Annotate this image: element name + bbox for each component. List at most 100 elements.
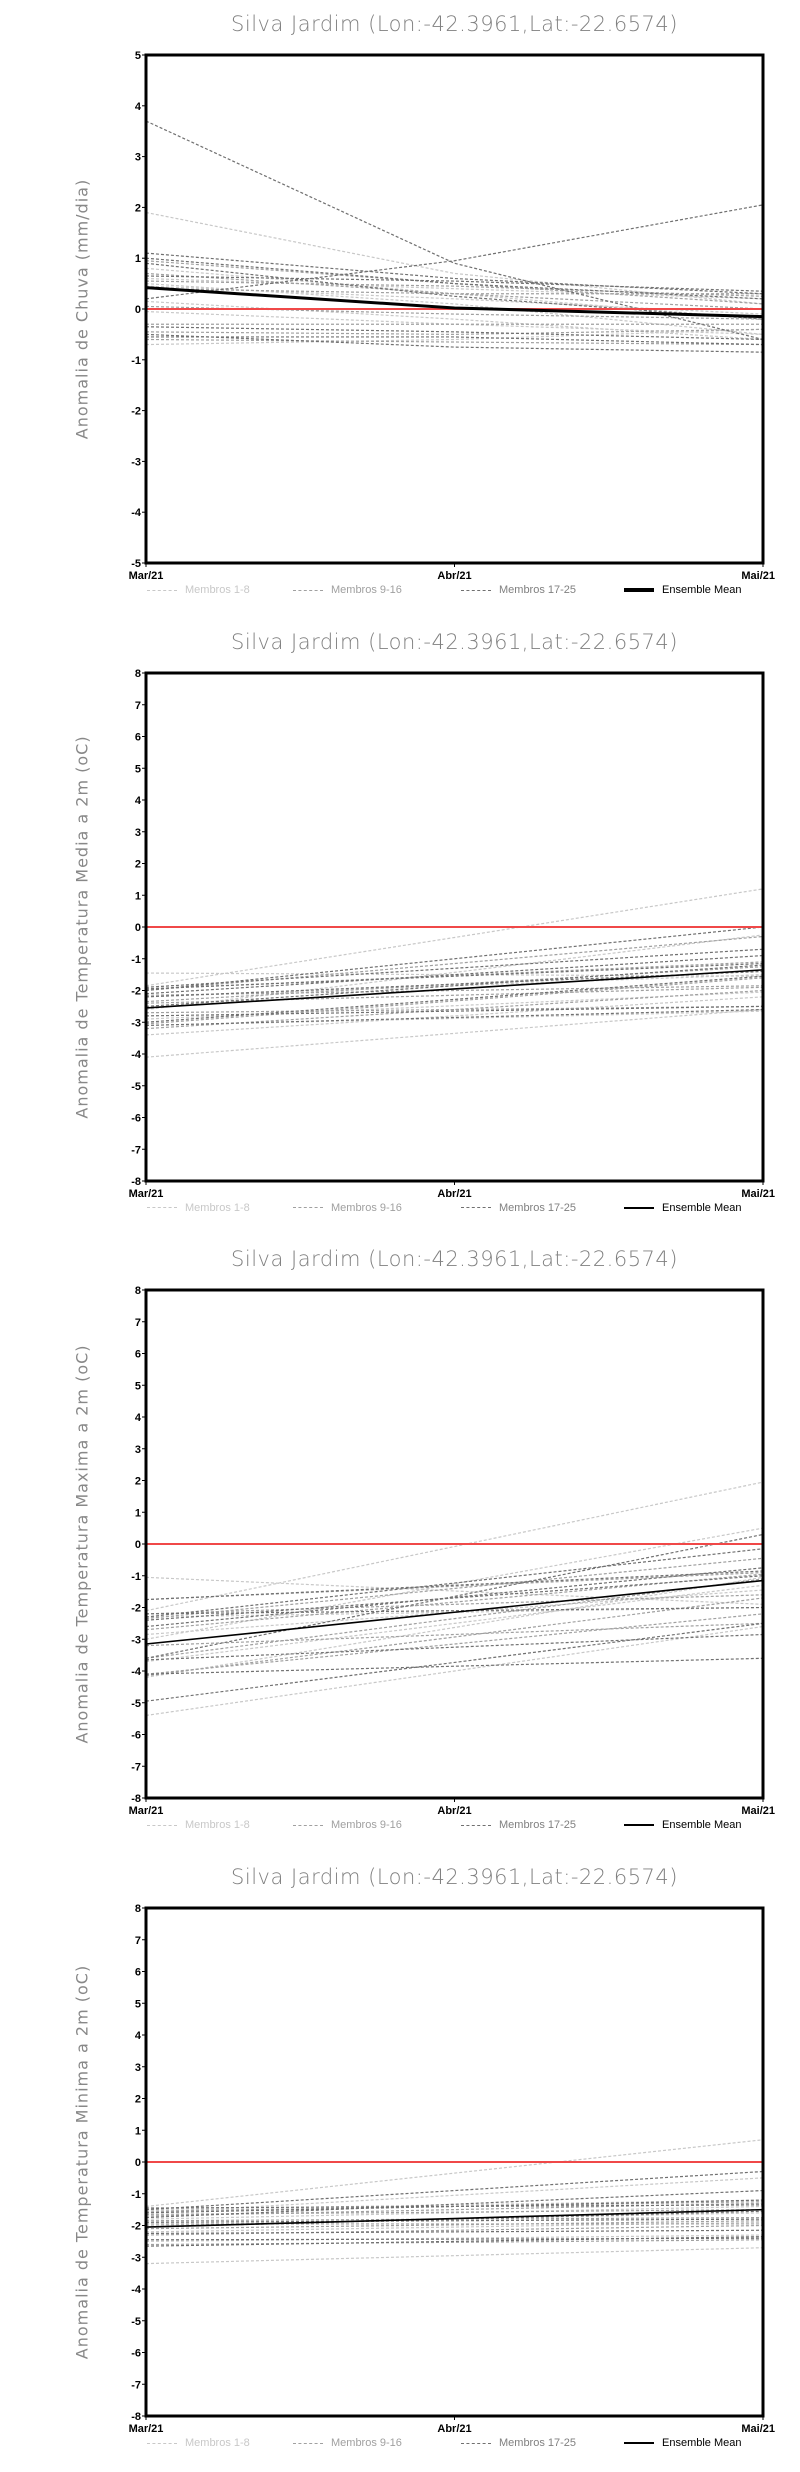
x-tick-label: Abr/21 bbox=[437, 1188, 471, 1200]
member-line-1 bbox=[145, 1481, 764, 1612]
member-line-16 bbox=[145, 989, 764, 1029]
y-tick-label: 5 bbox=[135, 1381, 141, 1393]
legend-members-9-16: Membros 9-16 bbox=[293, 1819, 402, 1831]
y-tick-label: 5 bbox=[135, 763, 141, 775]
legend-swatch bbox=[624, 588, 654, 592]
member-line-18 bbox=[145, 948, 764, 988]
member-line-20 bbox=[145, 1005, 764, 1017]
x-tick-label: Mai/21 bbox=[741, 1805, 775, 1817]
legend: Membros 1-8 Membros 9-16 Membros 17-25 E… bbox=[0, 2437, 800, 2453]
chart-title: Silva Jardim (Lon:-42.3961,Lat:-22.6574) bbox=[231, 1865, 678, 1890]
plot-area: -8 -7 -6 -5 -4 -3 -2 -1 0 1 2 3 4 5 6 7 8 Mar/21 Abr/21 Mai… bbox=[129, 1903, 775, 2435]
legend-swatch bbox=[461, 2442, 491, 2444]
legend-members-17-25: Membros 17-25 bbox=[461, 584, 576, 596]
member-line-15 bbox=[145, 984, 764, 996]
legend-members-1-8: Membros 1-8 bbox=[147, 2437, 250, 2449]
y-tick-label: -7 bbox=[131, 1762, 141, 1774]
member-line-8 bbox=[145, 1585, 764, 1663]
member-line-23 bbox=[145, 333, 764, 353]
legend-ensemble-mean: Ensemble Mean bbox=[624, 2437, 742, 2449]
x-tick-label: Mar/21 bbox=[129, 2423, 164, 2435]
y-tick-label: -5 bbox=[131, 2316, 141, 2328]
legend-swatch bbox=[293, 589, 323, 591]
plot-area: -8 -7 -6 -5 -4 -3 -2 -1 0 1 2 3 4 5 6 7 8 Mar/21 Abr/21 Mai… bbox=[129, 668, 775, 1200]
legend-label: Membros 9-16 bbox=[331, 1201, 402, 1214]
member-line-7 bbox=[145, 2199, 764, 2211]
member-line-6 bbox=[145, 1589, 764, 1636]
chart-panel-0: -5 -4 -3 -2 -1 0 1 2 3 4 5 Mar/21 Abr/21 Mai/21 Silva … bbox=[0, 0, 800, 618]
legend-members-1-8: Membros 1-8 bbox=[147, 584, 250, 596]
y-tick-label: -1 bbox=[131, 2189, 141, 2201]
member-line-22 bbox=[145, 970, 764, 998]
legend-swatch bbox=[624, 1206, 654, 1209]
legend-label: Membros 17-25 bbox=[499, 2437, 577, 2450]
legend-swatch bbox=[461, 589, 491, 591]
y-axis-label: Anomalia de Chuva (mm/dia) bbox=[72, 178, 92, 440]
member-line-2 bbox=[145, 2247, 764, 2265]
legend-members-9-16: Membros 9-16 bbox=[293, 1202, 402, 1214]
x-tick-label: Abr/21 bbox=[437, 570, 471, 582]
legend-members-1-8: Membros 1-8 bbox=[147, 1202, 250, 1214]
y-axis-label: Anomalia de Temperatura Minima a 2m (oC) bbox=[72, 1964, 92, 2360]
member-line-7 bbox=[145, 277, 764, 300]
y-tick-label: -2 bbox=[131, 985, 141, 997]
member-line-11 bbox=[145, 2201, 764, 2212]
legend-label: Membros 17-25 bbox=[499, 1201, 577, 1214]
member-line-21 bbox=[145, 1567, 764, 1628]
y-tick-label: 2 bbox=[135, 1476, 141, 1488]
member-line-2 bbox=[145, 1008, 764, 1058]
y-tick-label: 7 bbox=[135, 1317, 141, 1329]
legend-swatch bbox=[147, 1824, 177, 1826]
member-line-10 bbox=[145, 1613, 764, 1676]
y-tick-label: -5 bbox=[131, 1080, 141, 1092]
legend-swatch bbox=[293, 1824, 323, 1826]
y-tick-label: -6 bbox=[131, 1730, 141, 1742]
member-line-16 bbox=[145, 338, 764, 346]
y-tick-label: -3 bbox=[131, 1635, 141, 1647]
y-tick-label: 0 bbox=[135, 304, 141, 316]
legend-swatch bbox=[293, 2442, 323, 2444]
y-tick-label: -2 bbox=[131, 1603, 141, 1615]
y-tick-label: 3 bbox=[135, 2062, 141, 2074]
y-tick-label: -3 bbox=[131, 1017, 141, 1029]
y-tick-label: 8 bbox=[135, 668, 141, 680]
x-tick-label: Mai/21 bbox=[741, 2423, 775, 2435]
legend: Membros 1-8 Membros 9-16 Membros 17-25 E… bbox=[0, 1819, 800, 1835]
y-tick-label: -6 bbox=[131, 2348, 141, 2360]
member-line-4 bbox=[145, 934, 764, 1010]
member-line-20 bbox=[145, 1623, 764, 1703]
x-tick-label: Mar/21 bbox=[129, 570, 164, 582]
y-tick-label: -1 bbox=[131, 1571, 141, 1583]
y-tick-label: 6 bbox=[135, 1349, 141, 1361]
y-tick-label: -7 bbox=[131, 2379, 141, 2391]
member-line-15 bbox=[145, 1623, 764, 1647]
y-axis-label: Anomalia de Temperatura Media a 2m (oC) bbox=[72, 735, 92, 1119]
legend-label: Ensemble Mean bbox=[662, 2437, 742, 2450]
ensemble-mean-line bbox=[145, 2208, 764, 2228]
member-line-19 bbox=[145, 2236, 764, 2247]
legend-swatch bbox=[147, 2442, 177, 2444]
member-line-14 bbox=[145, 1594, 764, 1615]
legend-swatch bbox=[624, 2442, 654, 2445]
ensemble-mean-line bbox=[145, 968, 764, 1009]
member-line-13 bbox=[145, 1578, 764, 1660]
legend-members-17-25: Membros 17-25 bbox=[461, 1202, 576, 1214]
legend: Membros 1-8 Membros 9-16 Membros 17-25 E… bbox=[0, 1202, 800, 1218]
y-tick-label: 3 bbox=[135, 1444, 141, 1456]
legend-label: Ensemble Mean bbox=[662, 1819, 742, 1832]
y-axis-label: Anomalia de Temperatura Maxima a 2m (oC) bbox=[72, 1344, 92, 1744]
legend-label: Membros 9-16 bbox=[331, 2437, 402, 2450]
member-line-5 bbox=[145, 2205, 764, 2220]
legend-members-1-8: Membros 1-8 bbox=[147, 1819, 250, 1831]
member-line-21 bbox=[145, 2229, 764, 2235]
legend-swatch bbox=[293, 1207, 323, 1209]
y-tick-label: -3 bbox=[131, 2252, 141, 2264]
y-tick-label: 0 bbox=[135, 922, 141, 934]
member-line-23 bbox=[145, 1008, 764, 1026]
member-line-13 bbox=[145, 976, 764, 1025]
member-line-5 bbox=[145, 310, 764, 335]
member-line-7 bbox=[145, 1607, 764, 1619]
member-line-20 bbox=[145, 257, 764, 300]
member-line-1 bbox=[145, 2139, 764, 2208]
legend-swatch bbox=[461, 1207, 491, 1209]
